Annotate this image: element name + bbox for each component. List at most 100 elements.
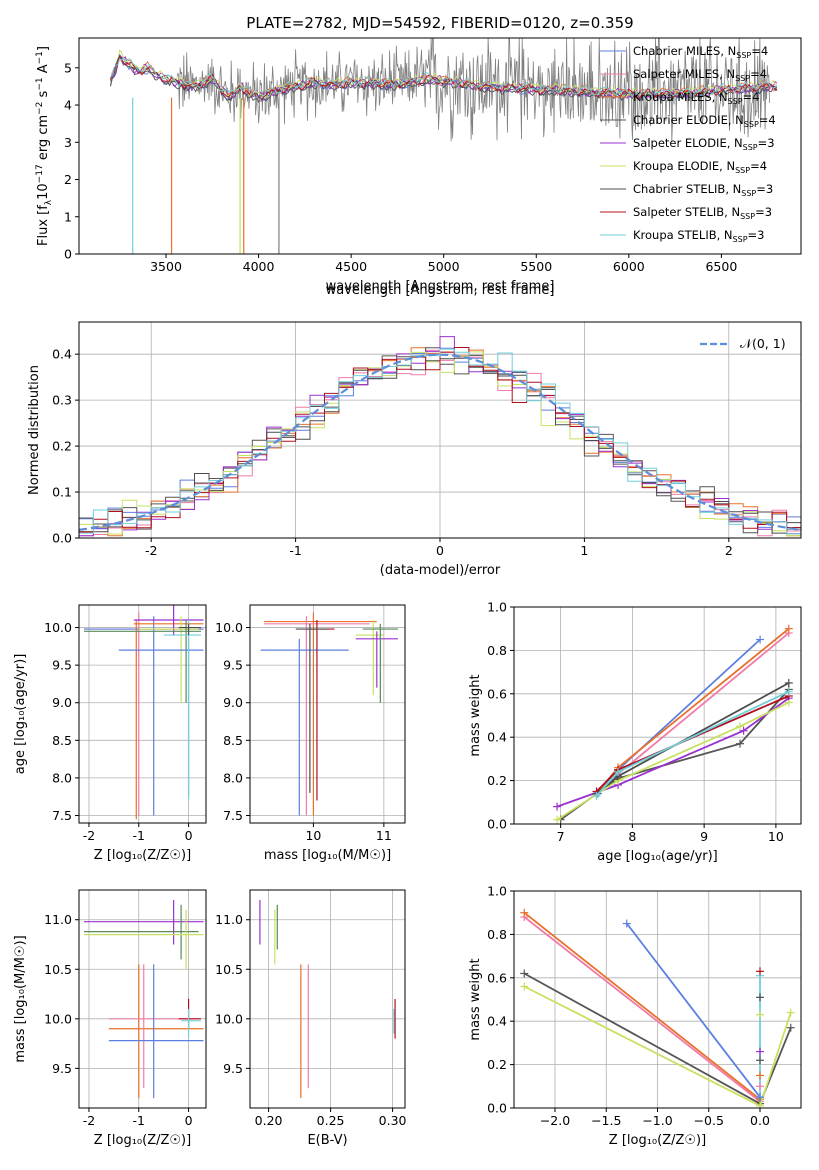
panel-mass-vs-Z: -2 -1 0 9.5 10.0 10.5 11.0 Z [log₁₀(Z/Z☉)] mass … <box>13 889 207 1148</box>
error-bar <box>108 964 204 1099</box>
legend-sub: SSP <box>743 143 758 152</box>
x-tick-label: 5000 <box>428 259 460 274</box>
legend-value: =3 <box>755 205 772 219</box>
legend-value: =4 <box>743 90 760 104</box>
y-tick-label: 10.0 <box>215 620 243 635</box>
x-tick-label: -2 <box>83 1113 95 1128</box>
x-tick-label: 1 <box>580 543 588 558</box>
error-bar <box>83 904 199 960</box>
x-tick-label: 7 <box>557 829 565 844</box>
y-tick-label: 11.0 <box>44 912 72 927</box>
legend-name: Chabrier MILES, N <box>633 44 736 58</box>
series-line <box>523 911 761 1101</box>
error-bar <box>178 999 202 1029</box>
histogram-series <box>79 347 801 533</box>
panel-massweight-vs-age: 7 8 9 10 0.0 0.2 0.4 0.6 0.8 1.0 age [log₁₀(age/yr… <box>468 600 802 864</box>
plot-area <box>83 605 204 820</box>
y-tick-label: 0.2 <box>52 439 72 454</box>
x-axis-label: age [log₁₀(age/yr)] <box>597 849 718 864</box>
legend-label: Chabrier STELIB, NSSP=3 <box>633 182 773 198</box>
legend-name: Kroupa ELODIE, N <box>633 159 735 173</box>
legend-entry: Salpeter STELIB, NSSP=3 <box>600 205 772 221</box>
x-tick-label: 10 <box>768 829 784 844</box>
data-point <box>756 1082 764 1091</box>
data-point <box>756 635 765 644</box>
panel-residual-histogram: -2 -1 0 1 2 0.0 0.1 0.2 0.3 0.4 (data-model)/error… <box>27 321 802 578</box>
data-point <box>784 624 793 633</box>
x-axis-label: mass [log₁₀(M/M☉)] <box>264 848 391 863</box>
y-axis-label: Flux [fλ10−17 erg cm−2 s−1 A−1] <box>35 46 54 246</box>
data-point <box>736 739 745 748</box>
y-label-part: Flux [f <box>36 205 51 246</box>
y-tick-label: 7.5 <box>52 808 72 823</box>
legend-sub: SSP <box>740 212 755 221</box>
y-tick-label: 10.0 <box>44 620 72 635</box>
data-point <box>756 1047 764 1056</box>
plot-area <box>78 336 802 537</box>
x-tick-label: 2 <box>725 543 733 558</box>
y-tick-label: 0.4 <box>487 1014 507 1029</box>
legend-sub: SSP <box>728 97 743 106</box>
data-point <box>553 802 562 811</box>
y-tick-label: 0.0 <box>52 531 72 546</box>
data-point <box>739 726 748 735</box>
series-line <box>556 697 790 808</box>
x-tick-label: 6000 <box>613 259 645 274</box>
y-label-part: −1 <box>35 51 45 64</box>
model-spectrum <box>110 53 778 100</box>
y-tick-label: 0.6 <box>487 970 507 985</box>
x-tick-label: -1 <box>133 828 145 843</box>
error-bar <box>295 623 328 793</box>
y-tick-label: 10.0 <box>215 1011 243 1026</box>
data-point <box>553 815 562 824</box>
x-tick-label: -2 <box>145 543 157 558</box>
error-bar <box>362 623 398 703</box>
x-tick-label: −2.0 <box>540 1113 570 1128</box>
y-tick-label: 0.4 <box>52 347 72 362</box>
x-tick-label: -1 <box>133 1113 145 1128</box>
x-tick-label: 5500 <box>520 259 552 274</box>
axes-frame <box>249 604 406 824</box>
model-spectrum <box>110 56 778 101</box>
model-spectrum <box>110 54 778 102</box>
data-point <box>756 1071 764 1080</box>
axes-frame <box>78 37 802 255</box>
figure-title: PLATE=2782, MJD=54592, FIBERID=0120, z=0… <box>246 14 633 32</box>
y-tick-label: 9.0 <box>223 695 243 710</box>
error-bar <box>264 612 377 816</box>
y-axis-label: Normed distribution <box>27 365 42 495</box>
data-point <box>756 967 764 976</box>
y-tick-label: 7.5 <box>223 808 243 823</box>
y-tick-label: 2 <box>64 172 72 187</box>
legend-value: =4 <box>750 159 767 173</box>
legend-name: Chabrier STELIB, N <box>633 182 741 196</box>
observed-spectrum <box>176 37 770 143</box>
legend-sub: SSP <box>733 235 748 244</box>
legend-name: Salpeter MILES, N <box>633 67 735 81</box>
data-point <box>756 993 764 1002</box>
data-point <box>756 1010 764 1019</box>
plot-area <box>520 908 795 1110</box>
y-tick-label: 11.0 <box>215 912 243 927</box>
legend-name: Salpeter STELIB, N <box>633 205 740 219</box>
legend-value: =3 <box>748 228 765 242</box>
y-label-part: −2 <box>35 102 45 115</box>
y-tick-label: 10.5 <box>44 962 72 977</box>
y-tick-label: 8.5 <box>223 733 243 748</box>
error-bar <box>108 964 204 1099</box>
error-bar <box>178 623 202 636</box>
x-tick-label: −0.5 <box>694 1113 724 1128</box>
legend-entry: Kroupa MILES, NSSP=4 <box>600 90 759 106</box>
x-axis-label: wavelength [Angstrom, rest frame] <box>326 279 555 294</box>
legend-label: Salpeter ELODIE, NSSP=3 <box>633 136 775 152</box>
error-bar <box>138 616 199 703</box>
error-bar <box>83 899 204 945</box>
y-tick-label: 9.5 <box>223 1061 243 1076</box>
data-point <box>784 687 793 696</box>
legend-entry: Kroupa STELIB, NSSP=3 <box>600 228 764 244</box>
y-tick-label: 0.1 <box>52 485 72 500</box>
y-tick-label: 0.0 <box>487 817 507 832</box>
y-tick-label: 1.0 <box>487 884 507 899</box>
y-label-part: 10 <box>36 183 51 200</box>
